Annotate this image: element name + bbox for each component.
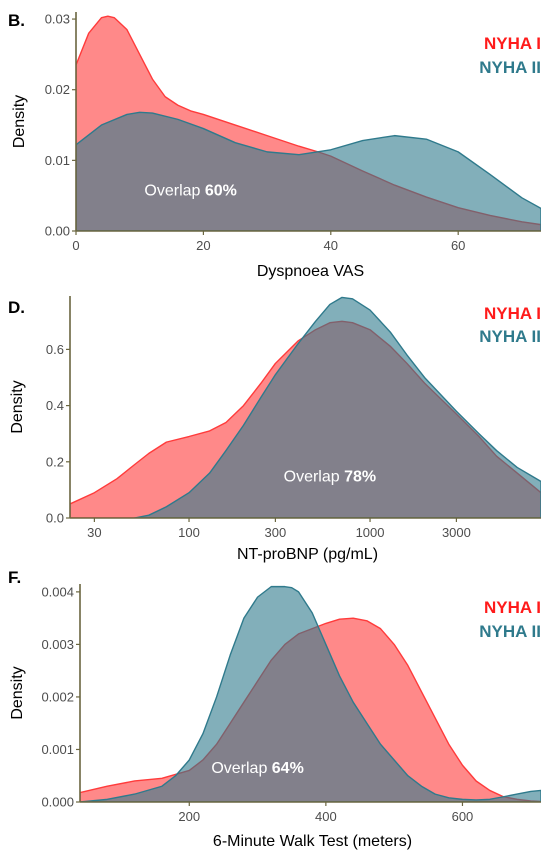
- plot-area: [76, 15, 541, 231]
- y-tick-label: 0.6: [46, 342, 64, 357]
- x-axis-title: NT-proBNP (pg/mL): [237, 546, 378, 563]
- x-axis-title: Dyspnoea VAS: [257, 263, 364, 280]
- x-tick-label: 600: [452, 809, 474, 824]
- y-tick-label: 0.4: [46, 398, 64, 413]
- x-tick-label: 30: [87, 525, 101, 540]
- y-tick-label: 0.01: [45, 153, 70, 168]
- x-tick-label: 20: [196, 238, 210, 253]
- legend-entry-nyha-ii: NYHA II: [479, 327, 541, 346]
- x-tick-label: 100: [178, 525, 200, 540]
- y-tick-label: 0.003: [41, 637, 74, 652]
- density-area-nyha-ii: [133, 296, 541, 518]
- overlap-annotation: Overlap 60%: [144, 183, 237, 200]
- plot-area: [80, 585, 541, 802]
- y-axis-title: Density: [11, 95, 28, 148]
- x-tick-label: 400: [315, 809, 337, 824]
- y-axis-title: Density: [9, 666, 26, 719]
- y-tick-label: 0.004: [41, 584, 74, 599]
- x-axis-title: 6-Minute Walk Test (meters): [213, 833, 412, 850]
- y-tick-label: 0.03: [45, 12, 70, 27]
- density-area-nyha-ii: [80, 585, 541, 802]
- x-tick-label: 1000: [356, 525, 385, 540]
- overlap-annotation: Overlap 78%: [284, 468, 377, 485]
- x-tick-label: 200: [178, 809, 200, 824]
- y-tick-label: 0.00: [45, 224, 70, 239]
- chart-panel-2: 30 100 300 1000 3000 0.0 0.2 0.4 0.6 NT-proBNP (p…: [8, 296, 541, 563]
- x-tick-label: 3000: [442, 525, 471, 540]
- chart-panel-3: 200 400 600 0.000 0.001 0.002 0.003 0.004 6-Minu…: [8, 568, 541, 850]
- chart-panel-1: 0 20 40 60 0.00 0.01 0.02 0.03 Dyspnoea VAS Densi…: [8, 11, 541, 280]
- y-tick-label: 0.02: [45, 82, 70, 97]
- density-area-nyha-ii: [76, 111, 541, 231]
- overlap-annotation: Overlap 64%: [211, 760, 304, 777]
- panel-label: D.: [8, 298, 25, 317]
- y-tick-label: 0.000: [41, 795, 74, 810]
- legend-entry-nyha-i: NYHA I: [484, 34, 541, 53]
- panel-label: F.: [8, 568, 21, 587]
- y-tick-label: 0.001: [41, 742, 74, 757]
- y-tick-label: 0.0: [46, 511, 64, 526]
- x-tick-label: 60: [451, 238, 465, 253]
- legend-entry-nyha-i: NYHA I: [484, 304, 541, 323]
- legend-entry-nyha-ii: NYHA II: [479, 58, 541, 77]
- y-tick-label: 0.2: [46, 454, 64, 469]
- legend-entry-nyha-ii: NYHA II: [479, 622, 541, 641]
- panel-label: B.: [8, 11, 25, 30]
- y-tick-label: 0.002: [41, 689, 74, 704]
- x-tick-label: 40: [324, 238, 338, 253]
- legend-entry-nyha-i: NYHA I: [484, 598, 541, 617]
- y-axis-title: Density: [9, 380, 26, 433]
- plot-area: [70, 296, 541, 518]
- x-tick-label: 300: [265, 525, 287, 540]
- x-tick-label: 0: [72, 238, 79, 253]
